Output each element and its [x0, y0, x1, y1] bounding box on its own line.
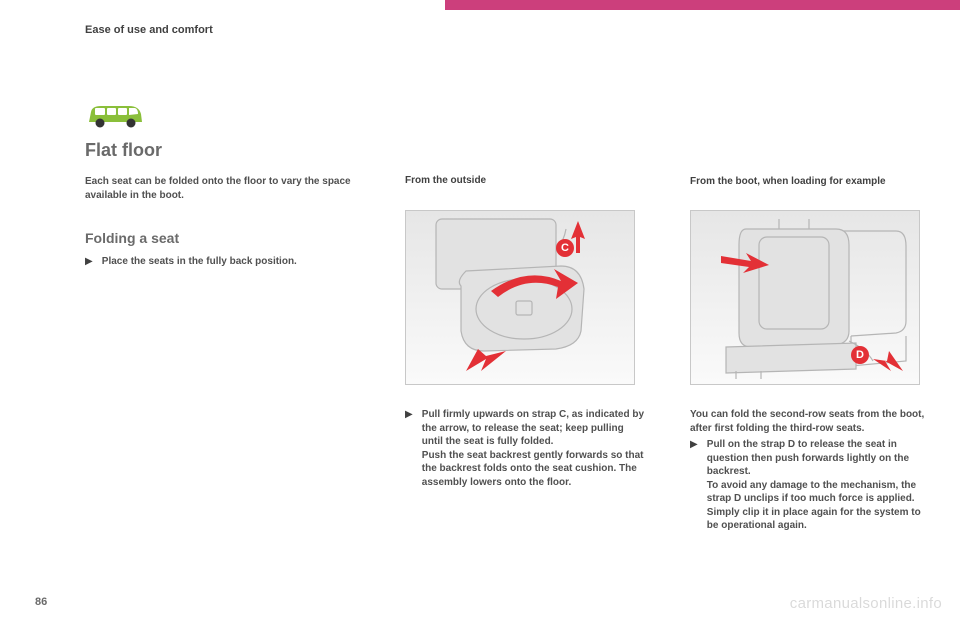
car-icon	[85, 100, 145, 130]
watermark: carmanualsonline.info	[790, 595, 942, 612]
callout-c: C	[556, 239, 574, 257]
accent-stripe	[445, 0, 960, 10]
boot-intro: You can fold the second-row seats from t…	[690, 408, 935, 435]
callout-d: D	[851, 346, 869, 364]
figure-outside: C	[405, 210, 635, 385]
section-heading: Ease of use and comfort	[85, 24, 213, 36]
folding-bullet: ▶ Place the seats in the fully back posi…	[85, 255, 355, 269]
page-number: 86	[35, 596, 47, 608]
figure-boot: D	[690, 210, 920, 385]
bullet-symbol: ▶	[85, 255, 99, 269]
page-title: Flat floor	[85, 140, 162, 161]
bullet-symbol: ▶	[405, 408, 419, 422]
boot-bullet: ▶ Pull on the strap D to release the sea…	[690, 438, 935, 533]
bullet-text: Pull on the strap D to release the seat …	[707, 438, 932, 533]
bullet-symbol: ▶	[690, 438, 704, 452]
bullet-text: Place the seats in the fully back positi…	[102, 255, 347, 269]
bullet-text: Pull firmly upwards on strap C, as indic…	[422, 408, 647, 489]
outside-heading: From the outside	[405, 175, 486, 186]
topbar	[0, 0, 960, 10]
outside-bullet: ▶ Pull firmly upwards on strap C, as ind…	[405, 408, 650, 489]
folding-heading: Folding a seat	[85, 230, 179, 246]
boot-heading: From the boot, when loading for example	[690, 175, 900, 189]
intro-paragraph: Each seat can be folded onto the floor t…	[85, 175, 365, 202]
